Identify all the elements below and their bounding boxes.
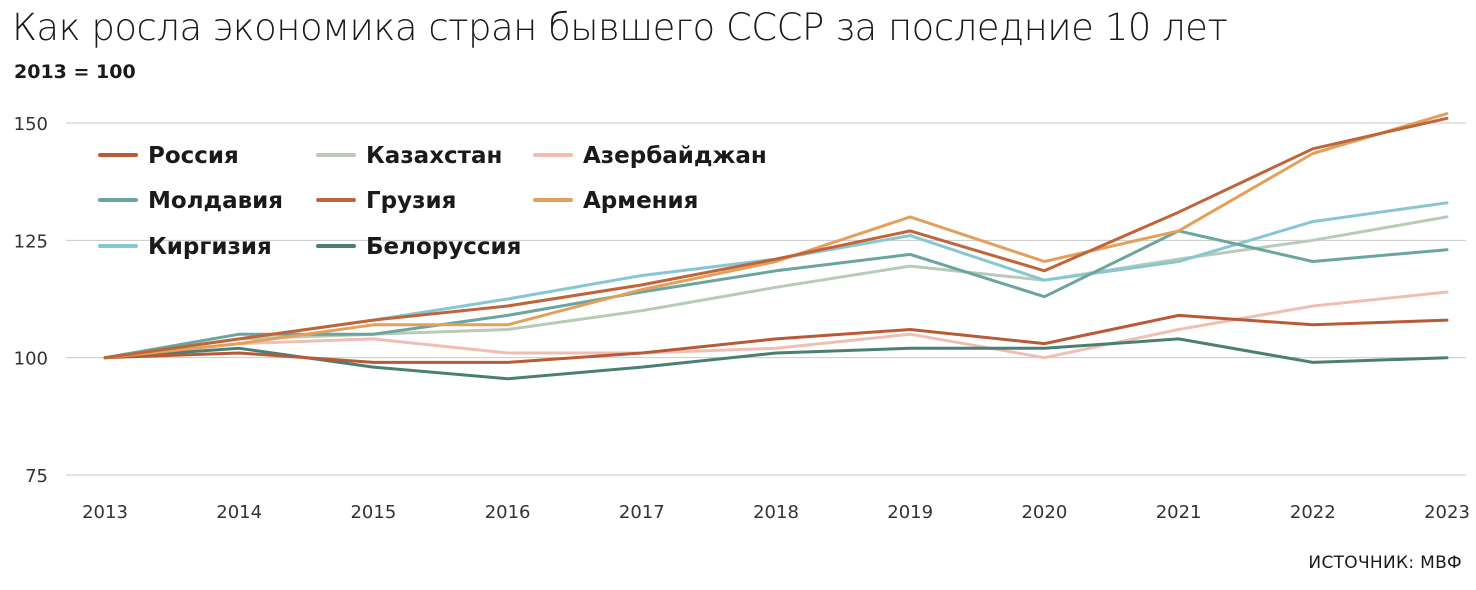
legend-item: Молдавия <box>98 188 283 214</box>
legend-label: Армения <box>583 188 698 214</box>
y-tick-label: 100 <box>14 349 48 370</box>
series-line <box>103 337 1449 381</box>
x-tick-label: 2016 <box>485 502 531 523</box>
legend: Россия Казахстан Азербайджан Молдавия Грузия… <box>98 143 767 260</box>
x-tick-label: 2017 <box>619 502 665 523</box>
y-tick-label: 75 <box>25 466 48 487</box>
y-tick-label: 125 <box>14 231 48 252</box>
series-line <box>103 313 1449 364</box>
series-line <box>103 112 1449 360</box>
legend-label: Молдавия <box>148 188 283 214</box>
chart-subtitle: 2013 = 100 <box>14 61 136 83</box>
y-axis-ticks: 75 100 125 150 <box>14 114 48 487</box>
legend-item: Белоруссия <box>316 234 521 260</box>
x-axis-ticks: 2013 2014 2015 2016 2017 2018 2019 2020 2021 2022… <box>82 502 1470 523</box>
x-tick-label: 2018 <box>753 502 799 523</box>
legend-label: Белоруссия <box>366 234 521 260</box>
x-tick-label: 2020 <box>1021 502 1067 523</box>
x-tick-label: 2014 <box>216 502 262 523</box>
x-tick-label: 2013 <box>82 502 128 523</box>
series-lines <box>103 112 1449 381</box>
legend-label: Азербайджан <box>583 143 767 169</box>
source-note: ИСТОЧНИК: МВФ <box>1308 553 1462 573</box>
series-line <box>103 215 1449 360</box>
x-tick-label: 2019 <box>887 502 933 523</box>
chart-title: Как росла экономика стран бывшего СССР з… <box>12 6 1228 49</box>
legend-label: Грузия <box>366 188 456 214</box>
legend-label: Киргизия <box>148 234 272 260</box>
legend-label: Россия <box>148 143 239 169</box>
x-tick-label: 2023 <box>1424 502 1470 523</box>
series-line <box>103 290 1449 360</box>
legend-item: Киргизия <box>98 234 272 260</box>
series-line <box>103 229 1449 360</box>
legend-item: Россия <box>98 143 239 169</box>
y-tick-label: 150 <box>14 114 48 135</box>
legend-item: Азербайджан <box>533 143 767 169</box>
legend-item: Армения <box>533 188 698 214</box>
x-tick-label: 2021 <box>1156 502 1202 523</box>
x-tick-label: 2015 <box>350 502 396 523</box>
series-line <box>103 116 1449 360</box>
legend-item: Грузия <box>316 188 456 214</box>
legend-label: Казахстан <box>366 143 502 169</box>
legend-item: Казахстан <box>316 143 502 169</box>
x-tick-label: 2022 <box>1290 502 1336 523</box>
